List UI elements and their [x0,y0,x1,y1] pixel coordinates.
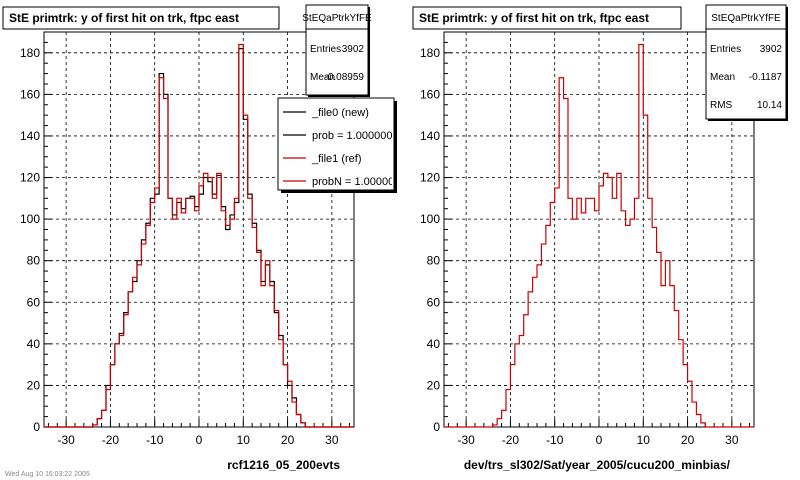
stats-value: 10.14 [757,100,782,111]
x-axis-label: dev/trs_sl302/Sat/year_2005/cucu200_minb… [464,458,731,472]
legend-label: _file1 (ref) [311,153,362,165]
y-tick-label: 40 [27,337,41,351]
stats-label: RMS [710,100,733,111]
stats-value: -0.1187 [749,72,783,83]
y-tick-label: 20 [27,378,41,392]
plot-frame [443,31,755,428]
x-tick-label: 0 [596,433,603,447]
y-tick-label: 100 [20,212,40,226]
stats-label: Mean [310,72,335,83]
y-tick-label: 160 [420,87,440,101]
y-tick-label: 140 [20,129,40,143]
histogram-series-2 [44,43,354,428]
y-tick-label: 0 [33,420,40,434]
x-tick-label: 30 [725,433,739,447]
chart-panel-1: -30 -20 -10 0 10 20 30 0 20 40 60 80 100 120 140 160 180… [2,4,400,478]
stats-box [705,4,787,120]
x-tick-label: -10 [146,433,164,447]
y-tick-label: 20 [427,378,441,392]
footer-timestamp: Wed Aug 10 16:03:22 2005 [5,471,90,478]
x-tick-label: 10 [237,433,251,447]
x-tick-label: 10 [637,433,651,447]
y-tick-label: 180 [420,46,440,60]
histogram-series-1 [444,43,754,428]
y-tick-label: 120 [20,171,40,185]
stats-label: Entries [710,44,741,55]
y-tick-label: 80 [27,254,41,268]
chart-title: StE primtrk: y of first hit on trk, ftpc… [9,11,239,25]
x-tick-label: -10 [546,433,564,447]
x-tick-label: 20 [681,433,695,447]
x-tick-label: -30 [57,433,75,447]
stats-value: -0.08959 [325,72,365,83]
x-tick-label: 30 [325,433,339,447]
stats-name: StEQaPtrkYfFE [711,13,781,24]
legend-label: _file0 (new) [311,107,369,119]
stats-label: Entries [310,44,341,55]
chart-panel-2: -30 -20 -10 0 10 20 30 0 20 40 60 80 100 120 140 160 180… [412,4,788,472]
title-box [412,6,682,30]
legend-entries: _file0 (new) prob = 1.000000 _file1 (ref) p… [283,107,400,188]
stats-name: StEQaPtrkYfFE [302,13,372,24]
y-tick-label: 40 [427,337,441,351]
y-tick-label: 0 [433,420,440,434]
stats-value: 3902 [760,44,783,55]
x-tick-label: 0 [196,433,203,447]
x-tick-label: 20 [281,433,295,447]
legend-label: prob = 1.000000 [312,130,392,142]
x-tick-label: -30 [457,433,475,447]
stats-label: Mean [710,72,735,83]
chart-title: StE primtrk: y of first hit on trk, ftpc… [419,11,649,25]
legend-box [277,97,395,191]
y-tick-label: 80 [427,254,441,268]
x-axis-label: rcf1216_05_200evts [227,458,340,472]
y-tick-label: 100 [420,212,440,226]
y-tick-label: 160 [20,87,40,101]
x-tick-label: -20 [102,433,120,447]
legend-label: probN = 1.000000 [312,176,400,188]
x-tick-label: -20 [502,433,520,447]
y-tick-label: 60 [427,295,441,309]
y-tick-label: 120 [420,171,440,185]
y-tick-label: 60 [27,295,41,309]
title-box [2,6,280,30]
y-tick-label: 180 [20,46,40,60]
stats-value: 3902 [342,44,365,55]
stats-box [305,4,369,96]
y-tick-label: 140 [420,129,440,143]
